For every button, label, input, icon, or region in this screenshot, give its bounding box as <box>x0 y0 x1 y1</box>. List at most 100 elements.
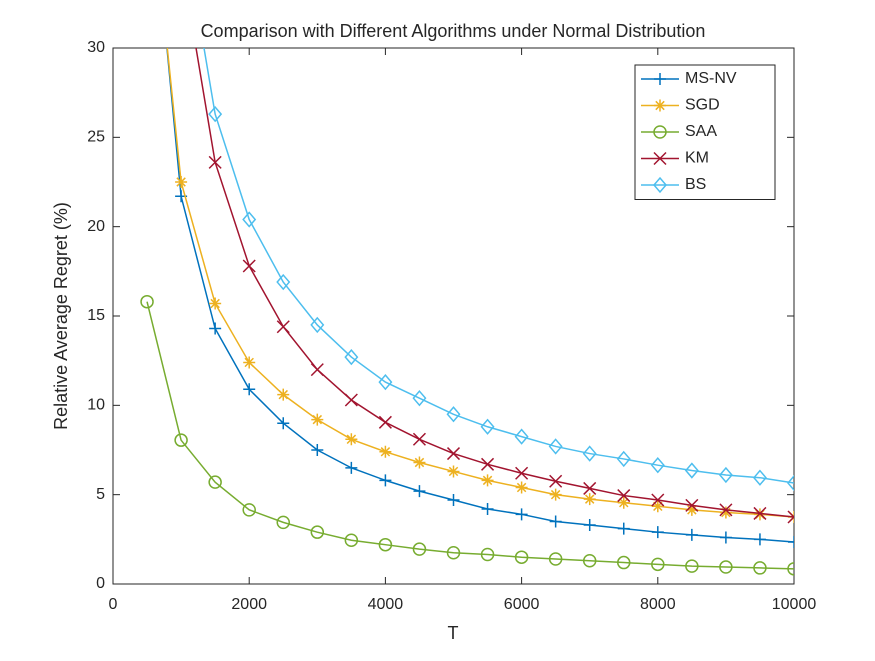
data-point <box>685 503 698 516</box>
data-point <box>378 537 393 552</box>
data-point <box>480 547 495 562</box>
legend-marker <box>654 73 666 85</box>
series-line <box>195 48 794 518</box>
data-point <box>719 531 732 544</box>
data-point <box>243 383 256 396</box>
data-point <box>344 393 358 407</box>
data-point <box>310 525 325 539</box>
legend-label: MS-NV <box>685 70 737 87</box>
data-point <box>413 485 426 498</box>
y-tick-label: 10 <box>87 397 105 414</box>
y-tick-label: 0 <box>96 575 105 592</box>
data-point <box>311 413 324 426</box>
data-point <box>788 536 794 549</box>
data-point <box>685 498 699 512</box>
data-point <box>515 508 528 521</box>
x-tick-label: 0 <box>109 596 118 613</box>
y-tick-label: 20 <box>87 218 105 235</box>
data-point <box>378 415 392 429</box>
data-point <box>481 502 494 515</box>
data-point <box>583 493 596 506</box>
legend-label: SAA <box>685 123 717 140</box>
data-point <box>481 474 494 487</box>
data-point <box>583 481 597 495</box>
data-point <box>208 475 222 489</box>
data-point <box>515 466 529 480</box>
data-point <box>685 559 699 573</box>
y-tick-label: 30 <box>87 39 105 56</box>
data-point <box>787 562 794 576</box>
data-point <box>412 542 427 556</box>
data-point <box>753 506 767 520</box>
data-point <box>753 533 766 546</box>
x-tick-label: 4000 <box>368 596 404 613</box>
y-tick-label: 5 <box>96 486 105 503</box>
data-point <box>446 545 461 560</box>
data-point <box>344 348 359 366</box>
plot-content <box>140 48 794 576</box>
data-point <box>345 461 358 474</box>
legend-label: SGD <box>685 97 720 114</box>
data-point <box>685 528 698 541</box>
legend-marker <box>654 99 666 112</box>
data-point <box>718 466 733 484</box>
x-tick-label: 10000 <box>772 596 817 613</box>
legend-label: KM <box>685 150 709 167</box>
data-point <box>310 316 325 334</box>
legend: MS-NV SGD SAA KM BS <box>634 64 776 200</box>
data-point <box>175 176 188 188</box>
data-point <box>208 155 222 169</box>
data-point <box>379 445 392 458</box>
data-point <box>616 450 631 468</box>
y-tick-label: 25 <box>87 129 105 146</box>
data-point <box>617 489 631 503</box>
data-point <box>378 373 393 391</box>
x-tick-label: 2000 <box>231 596 267 613</box>
data-point <box>650 457 665 474</box>
data-point <box>549 474 563 488</box>
data-point <box>583 519 596 532</box>
data-point <box>242 211 257 228</box>
data-point <box>413 456 426 469</box>
data-point <box>719 560 733 574</box>
data-point <box>684 462 699 479</box>
chart-title: Comparison with Different Algorithms und… <box>201 21 706 41</box>
data-point <box>311 444 324 456</box>
data-point <box>345 433 358 446</box>
x-tick-label: 6000 <box>504 596 540 613</box>
data-point <box>277 388 290 401</box>
data-point <box>752 469 767 486</box>
legend-marker <box>653 176 667 194</box>
data-point <box>617 522 630 535</box>
data-point <box>548 552 563 566</box>
data-point <box>651 526 664 539</box>
data-point <box>243 356 256 369</box>
data-point <box>310 363 324 377</box>
data-point <box>209 297 222 310</box>
data-point <box>753 561 767 575</box>
data-point <box>719 503 733 517</box>
data-point <box>480 418 495 435</box>
data-point <box>242 259 256 273</box>
data-point <box>412 432 426 446</box>
data-point <box>549 515 562 528</box>
data-point <box>549 488 562 501</box>
data-point <box>208 105 223 123</box>
y-axis-label: Relative Average Regret (%) <box>51 202 71 430</box>
data-point <box>651 493 665 507</box>
legend-label: BS <box>685 176 706 193</box>
data-point <box>617 496 630 509</box>
data-point <box>481 457 495 471</box>
data-point <box>651 500 664 513</box>
data-point <box>276 273 291 291</box>
data-point <box>616 555 631 570</box>
data-point <box>446 406 461 423</box>
data-point <box>446 447 461 461</box>
data-point <box>276 515 291 530</box>
data-point <box>787 510 794 524</box>
y-tick-label: 15 <box>87 307 105 324</box>
data-point <box>582 554 597 568</box>
data-point <box>548 438 563 455</box>
legend-marker <box>653 125 667 139</box>
data-point <box>582 445 597 462</box>
